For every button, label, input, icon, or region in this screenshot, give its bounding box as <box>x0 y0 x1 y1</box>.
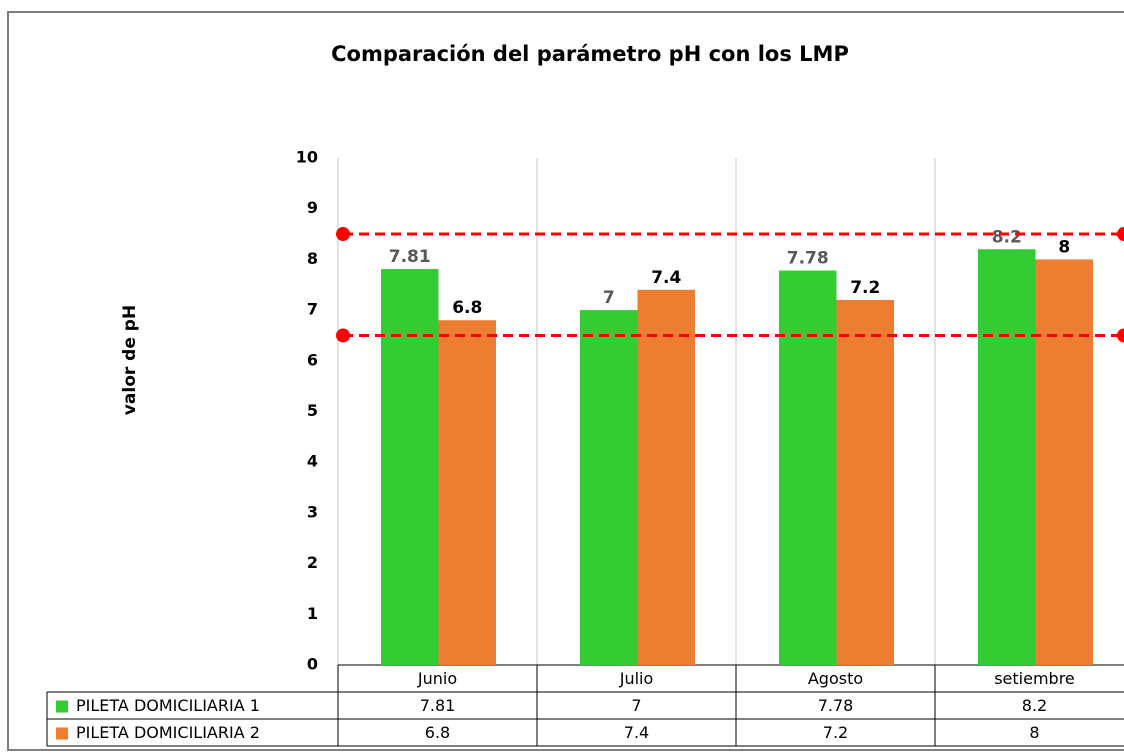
x-tick-label: setiembre <box>994 669 1075 688</box>
y-tick-label: 7 <box>307 300 318 319</box>
reference-marker <box>1117 227 1124 242</box>
legend-swatch <box>56 700 68 713</box>
bar <box>438 320 496 665</box>
data-label: 7.78 <box>787 249 829 269</box>
y-tick-label: 2 <box>307 553 318 572</box>
table-value: 6.8 <box>425 723 450 742</box>
data-label: 7.4 <box>651 268 681 288</box>
data-label: 7 <box>603 288 615 308</box>
y-tick-label: 10 <box>296 148 318 167</box>
x-tick-label: Junio <box>417 669 457 688</box>
data-label: 7.2 <box>850 278 880 298</box>
bar <box>1035 259 1093 665</box>
bar <box>381 269 439 665</box>
data-label: 8 <box>1058 237 1070 257</box>
table-value: 7.81 <box>420 696 456 715</box>
table-value: 7.78 <box>818 696 854 715</box>
legend-label: PILETA DOMICILIARIA 1 <box>76 696 260 715</box>
bar <box>779 270 837 665</box>
chart-title: Comparación del parámetro pH con los LMP <box>331 42 849 66</box>
legend-label: PILETA DOMICILIARIA 2 <box>76 723 260 742</box>
table-value: 7.4 <box>624 723 649 742</box>
reference-marker <box>336 227 350 242</box>
bar <box>978 249 1036 665</box>
chart-border <box>7 11 1124 751</box>
table-value: 8.2 <box>1022 696 1047 715</box>
reference-marker <box>1117 328 1124 343</box>
bar <box>580 310 638 665</box>
data-label: 6.8 <box>452 298 482 318</box>
y-tick-label: 3 <box>307 502 318 521</box>
y-tick-label: 8 <box>307 249 318 268</box>
bar <box>637 289 695 665</box>
legend-swatch <box>56 727 68 740</box>
table-value: 7.2 <box>823 723 848 742</box>
bar <box>836 299 894 665</box>
x-tick-label: Julio <box>619 669 654 688</box>
data-label: 8.2 <box>992 227 1022 247</box>
y-tick-label: 6 <box>307 350 318 369</box>
y-tick-label: 4 <box>307 452 318 471</box>
data-label: 7.81 <box>389 247 431 267</box>
y-tick-label: 5 <box>307 401 318 420</box>
table-value: 7 <box>631 696 641 715</box>
y-tick-label: 0 <box>307 655 318 674</box>
x-tick-label: Agosto <box>808 669 863 688</box>
y-tick-label: 1 <box>307 604 318 623</box>
y-axis-label: valor de pH <box>120 305 140 415</box>
y-tick-label: 9 <box>307 198 318 217</box>
plot-area: 0 1 2 3 4 5 6 7 8 9 10 7.81 7 7.78 8.2 6.8 7.4 7.2 8 Junio J… <box>46 148 1124 747</box>
reference-marker <box>336 328 350 343</box>
table-value: 8 <box>1029 723 1039 742</box>
